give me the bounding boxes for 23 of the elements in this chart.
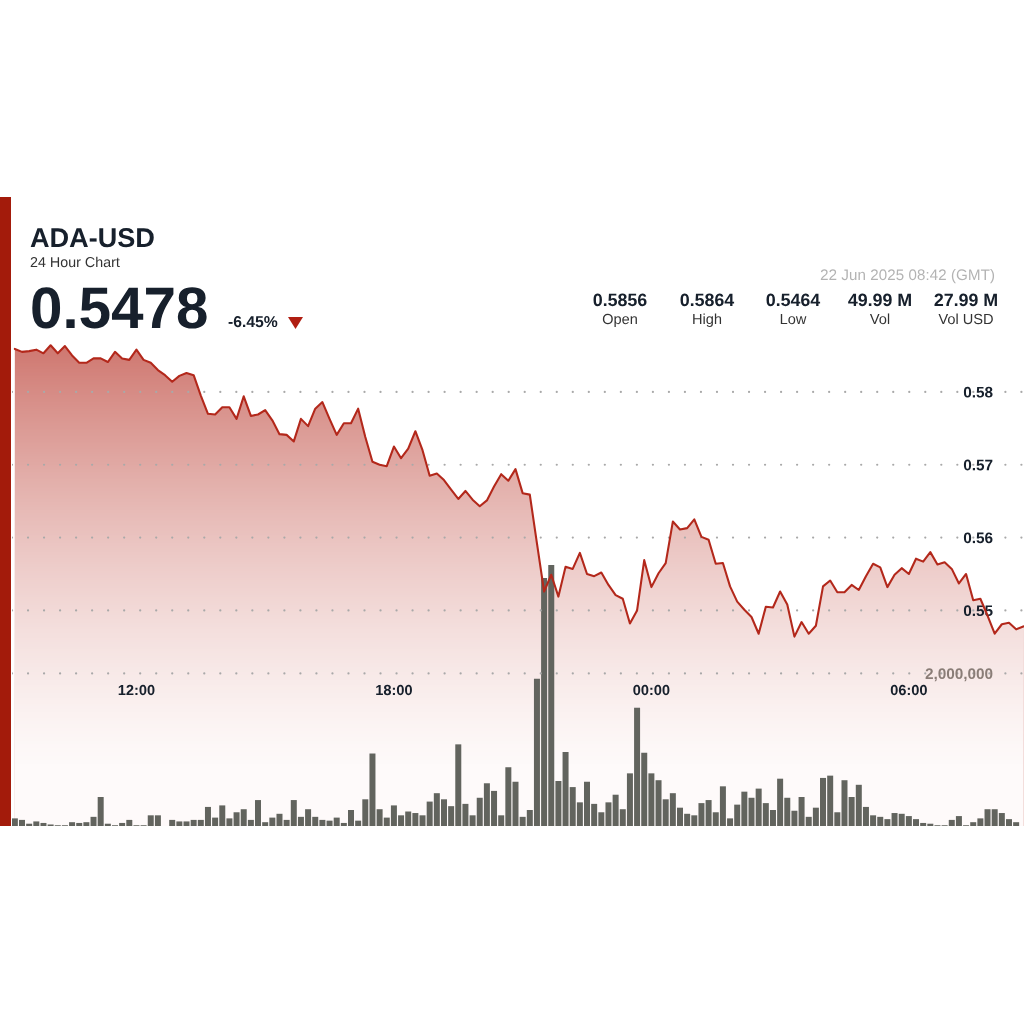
- chart-title: ADA-USD: [30, 228, 154, 248]
- text: 49.99 M: [848, 293, 911, 307]
- text: 0.5864: [680, 293, 735, 307]
- text: Low: [780, 313, 807, 325]
- text: Open: [602, 313, 637, 328]
- text: -6.45%: [228, 316, 278, 328]
- text: High: [693, 313, 722, 328]
- text: 0.5478: [32, 287, 207, 329]
- y-tick-label: 0.58: [963, 386, 993, 398]
- y-tick-label: 0.57: [963, 459, 993, 471]
- text: 0.5856: [593, 293, 647, 307]
- text: Vol: [869, 313, 890, 325]
- y2-tick-label: 2,000,000: [925, 668, 993, 682]
- y-tick-label: 0.56: [963, 532, 993, 544]
- text: 27.99 M: [934, 293, 997, 307]
- text: 22 Jun 2025 08:42 (GMT): [820, 268, 995, 284]
- text: Vol USD: [938, 313, 993, 325]
- x-tick-label: 12:00: [118, 684, 155, 696]
- text: 0.5464: [766, 293, 821, 307]
- x-tick-label: 06:00: [890, 684, 927, 696]
- x-tick-label: 18:00: [376, 684, 412, 696]
- chart-subtitle: 24 Hour Chart: [30, 256, 120, 268]
- x-tick-label: 00:00: [633, 684, 670, 696]
